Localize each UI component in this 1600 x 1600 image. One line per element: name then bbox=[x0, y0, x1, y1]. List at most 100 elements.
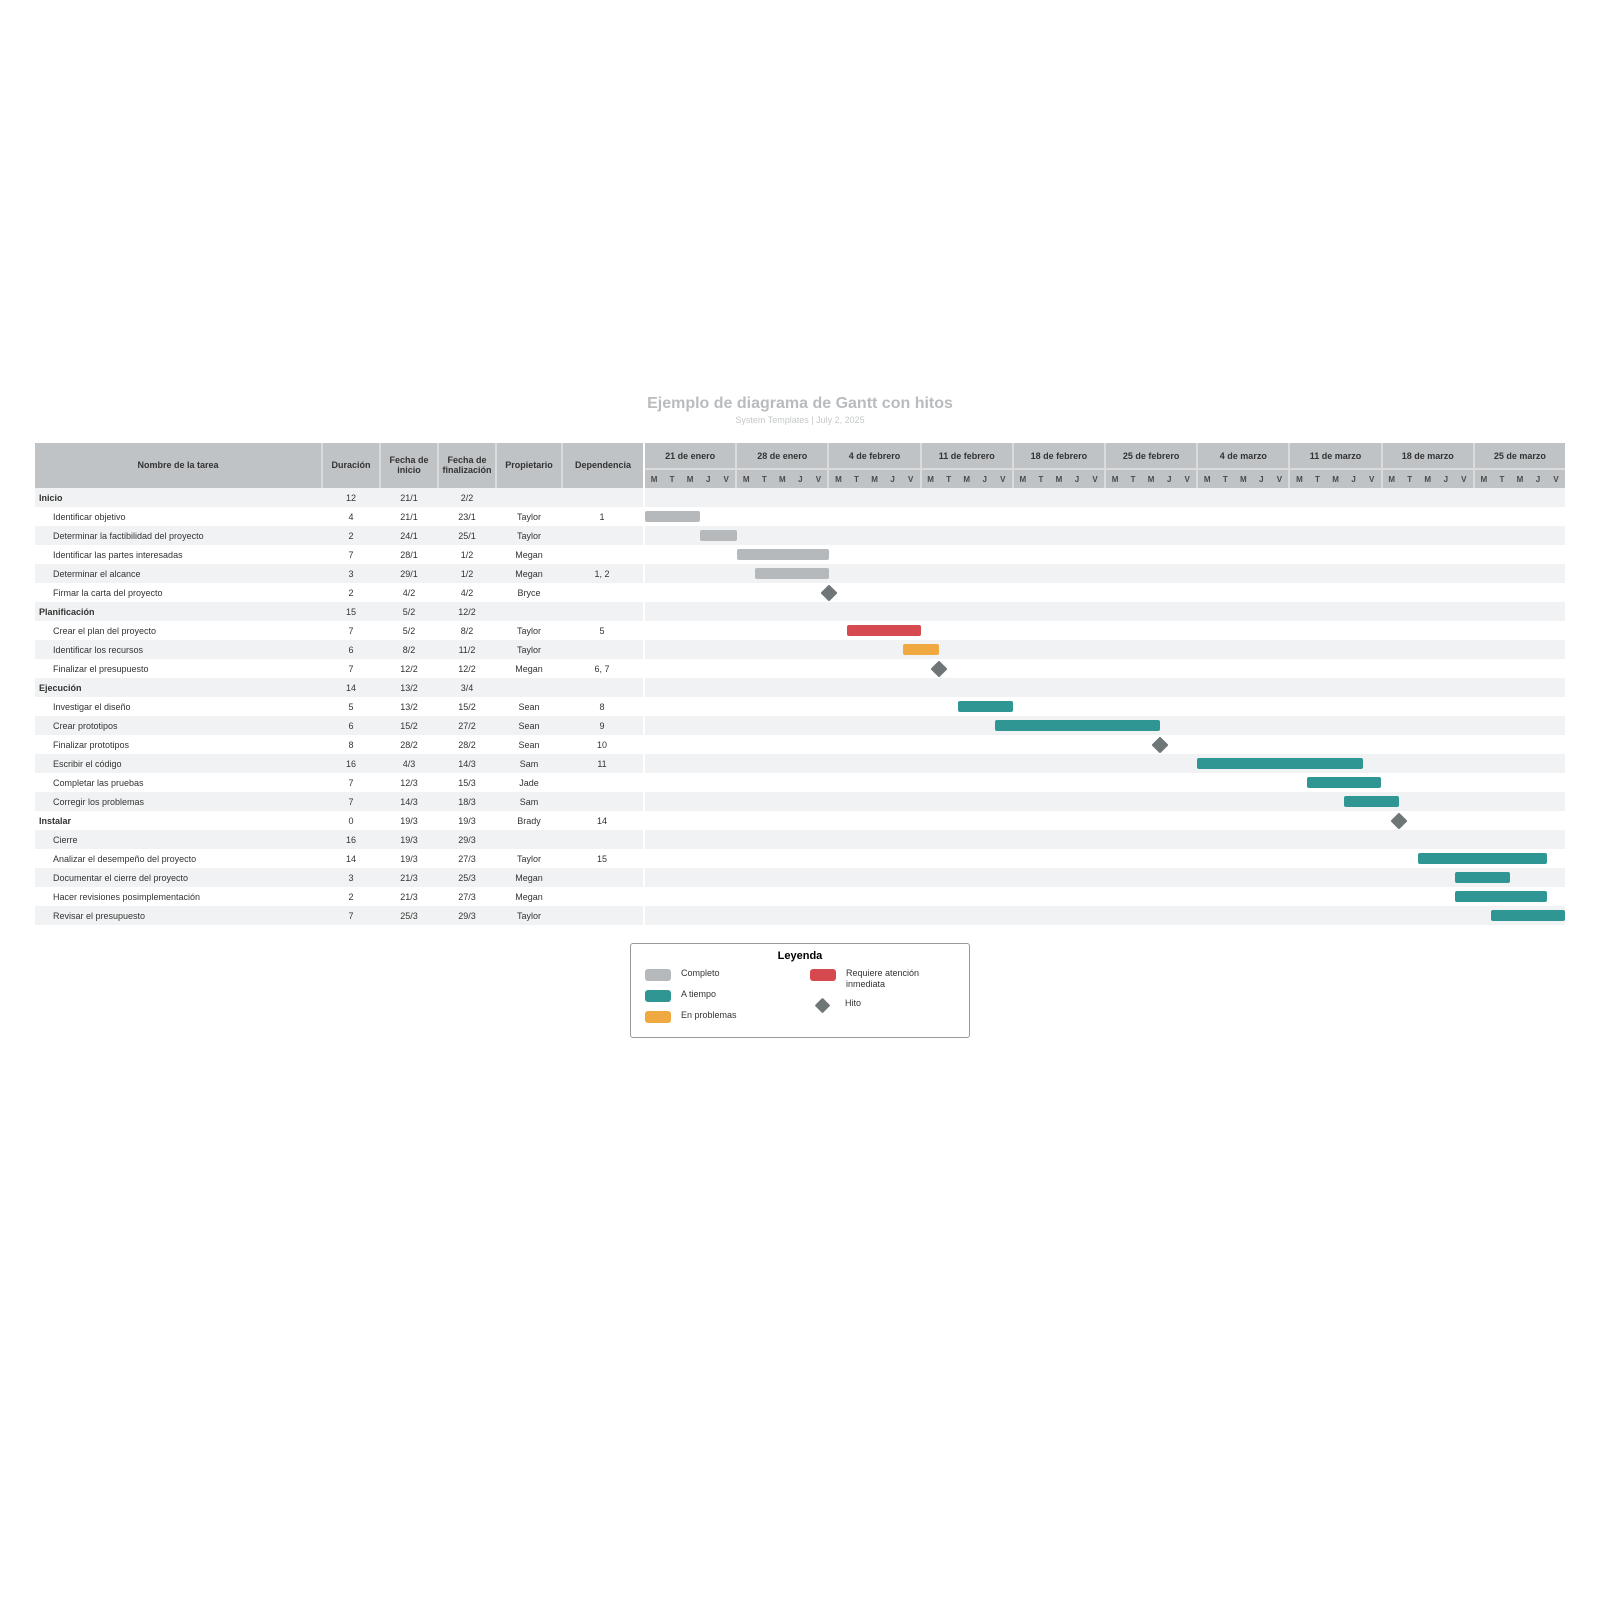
cell-start: 4/2 bbox=[381, 583, 439, 602]
cell-owner: Sean bbox=[497, 735, 563, 754]
cell-name: Documentar el cierre del proyecto bbox=[35, 868, 323, 887]
cell-start: 19/3 bbox=[381, 849, 439, 868]
timeline-cell bbox=[645, 678, 1565, 697]
cell-duration: 8 bbox=[323, 735, 381, 754]
day-header: T bbox=[1032, 470, 1050, 488]
legend-item: Completo bbox=[645, 968, 790, 981]
day-header: V bbox=[1455, 470, 1473, 488]
cell-owner: Bryce bbox=[497, 583, 563, 602]
cell-duration: 16 bbox=[323, 754, 381, 773]
cell-end: 29/3 bbox=[439, 906, 497, 925]
cell-name: Identificar las partes interesadas bbox=[35, 545, 323, 564]
day-header: V bbox=[1270, 470, 1288, 488]
cell-owner: Megan bbox=[497, 887, 563, 906]
cell-end: 1/2 bbox=[439, 545, 497, 564]
day-header: J bbox=[976, 470, 994, 488]
cell-start: 21/3 bbox=[381, 887, 439, 906]
cell-name: Escribir el código bbox=[35, 754, 323, 773]
task-row: Completar las pruebas712/315/3Jade bbox=[35, 773, 1565, 792]
task-row: Investigar el diseño513/215/2Sean8 bbox=[35, 697, 1565, 716]
day-header: M bbox=[1014, 470, 1032, 488]
day-header: M bbox=[1327, 470, 1345, 488]
day-header: T bbox=[847, 470, 865, 488]
cell-dependency: 14 bbox=[563, 811, 643, 830]
day-header: T bbox=[1493, 470, 1511, 488]
cell-duration: 12 bbox=[323, 488, 381, 507]
cell-name: Determinar el alcance bbox=[35, 564, 323, 583]
cell-dependency: 9 bbox=[563, 716, 643, 735]
day-header: T bbox=[663, 470, 681, 488]
cell-owner bbox=[497, 678, 563, 697]
cell-end: 25/3 bbox=[439, 868, 497, 887]
timeline-cell bbox=[645, 659, 1565, 678]
cell-owner: Taylor bbox=[497, 526, 563, 545]
day-header: V bbox=[902, 470, 920, 488]
day-header: J bbox=[1345, 470, 1363, 488]
cell-name: Completar las pruebas bbox=[35, 773, 323, 792]
legend-label: En problemas bbox=[681, 1010, 737, 1021]
day-header: M bbox=[1142, 470, 1160, 488]
day-header: V bbox=[994, 470, 1012, 488]
gantt-bar bbox=[1455, 891, 1547, 902]
task-row: Crear el plan del proyecto75/28/2Taylor5 bbox=[35, 621, 1565, 640]
day-header: J bbox=[1529, 470, 1547, 488]
cell-name: Determinar la factibilidad del proyecto bbox=[35, 526, 323, 545]
cell-owner: Taylor bbox=[497, 507, 563, 526]
gantt-bar bbox=[1418, 853, 1547, 864]
cell-dependency bbox=[563, 887, 643, 906]
cell-dependency bbox=[563, 545, 643, 564]
day-header: M bbox=[958, 470, 976, 488]
timeline-cell bbox=[645, 640, 1565, 659]
milestone-icon bbox=[821, 584, 838, 601]
cell-dependency bbox=[563, 640, 643, 659]
cell-name: Identificar los recursos bbox=[35, 640, 323, 659]
cell-start: 15/2 bbox=[381, 716, 439, 735]
cell-start: 5/2 bbox=[381, 621, 439, 640]
day-header: V bbox=[1547, 470, 1565, 488]
milestone-icon bbox=[931, 660, 948, 677]
cell-start: 12/3 bbox=[381, 773, 439, 792]
cell-owner: Megan bbox=[497, 545, 563, 564]
day-header: V bbox=[1363, 470, 1381, 488]
day-header: M bbox=[681, 470, 699, 488]
day-header: M bbox=[829, 470, 847, 488]
task-row: Crear prototipos615/227/2Sean9 bbox=[35, 716, 1565, 735]
legend-label: Completo bbox=[681, 968, 720, 979]
task-row: Corregir los problemas714/318/3Sam bbox=[35, 792, 1565, 811]
timeline-cell bbox=[645, 849, 1565, 868]
cell-owner: Sean bbox=[497, 716, 563, 735]
day-header: T bbox=[755, 470, 773, 488]
day-header: M bbox=[922, 470, 940, 488]
day-header: T bbox=[1124, 470, 1142, 488]
cell-name: Analizar el desempeño del proyecto bbox=[35, 849, 323, 868]
cell-duration: 2 bbox=[323, 583, 381, 602]
cell-dependency: 11 bbox=[563, 754, 643, 773]
day-header: M bbox=[1511, 470, 1529, 488]
cell-duration: 15 bbox=[323, 602, 381, 621]
cell-start: 21/3 bbox=[381, 868, 439, 887]
cell-dependency: 15 bbox=[563, 849, 643, 868]
day-header: M bbox=[1383, 470, 1401, 488]
cell-owner: Taylor bbox=[497, 849, 563, 868]
cell-duration: 0 bbox=[323, 811, 381, 830]
col-header-dep: Dependencia bbox=[563, 443, 643, 488]
cell-end: 2/2 bbox=[439, 488, 497, 507]
cell-dependency bbox=[563, 583, 643, 602]
week-header: 21 de enero bbox=[645, 443, 737, 468]
cell-owner: Megan bbox=[497, 659, 563, 678]
milestone-icon bbox=[1152, 736, 1169, 753]
day-header: M bbox=[1106, 470, 1124, 488]
cell-end: 1/2 bbox=[439, 564, 497, 583]
cell-end: 4/2 bbox=[439, 583, 497, 602]
cell-name: Finalizar el presupuesto bbox=[35, 659, 323, 678]
cell-end: 11/2 bbox=[439, 640, 497, 659]
day-header: M bbox=[1290, 470, 1308, 488]
timeline-cell bbox=[645, 887, 1565, 906]
cell-dependency: 1 bbox=[563, 507, 643, 526]
header-timeline: 21 de enero28 de enero4 de febrero11 de … bbox=[645, 443, 1565, 488]
task-row: Determinar el alcance329/11/2Megan1, 2 bbox=[35, 564, 1565, 583]
legend-label: Requiere atención inmediata bbox=[846, 968, 955, 990]
cell-start: 8/2 bbox=[381, 640, 439, 659]
cell-end: 27/3 bbox=[439, 887, 497, 906]
timeline-cell bbox=[645, 868, 1565, 887]
